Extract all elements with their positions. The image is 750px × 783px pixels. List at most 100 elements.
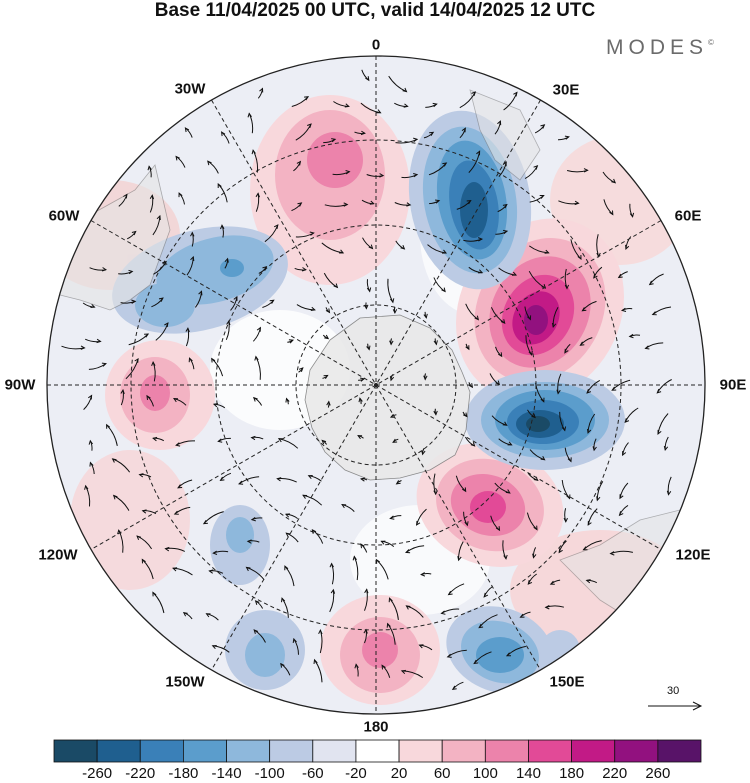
wind-arrow-head <box>89 461 94 467</box>
wind-arrow-head <box>495 526 501 532</box>
wind-arrow-head <box>544 605 550 610</box>
colorbar-swatch <box>355 739 400 763</box>
wind-arrow-head <box>400 245 406 250</box>
wind-arrow-head <box>389 376 395 382</box>
wind-arrow-head <box>184 127 190 133</box>
wind-arrow-head <box>321 439 327 445</box>
wind-arrow-head <box>440 610 446 615</box>
wind-arrow-head <box>173 510 179 515</box>
wind-arrow-head <box>254 355 259 361</box>
wind-arrow-head <box>666 490 672 496</box>
wind-arrow-head <box>483 592 489 598</box>
colorbar-swatch <box>614 739 659 763</box>
wind-arrow-head <box>313 658 318 664</box>
wind-arrow-head <box>464 521 469 527</box>
wind-arrow-head <box>323 374 329 379</box>
wind-arrow-head <box>566 494 571 500</box>
wind-arrow-head <box>233 295 238 301</box>
wind-arrow-head <box>259 87 264 93</box>
wind-arrow-head <box>405 605 411 610</box>
colorbar-tick-label: -260 <box>82 765 113 782</box>
wind-arrow-head <box>205 613 211 618</box>
wind-arrow-head <box>656 388 662 394</box>
wind-arrow-head <box>495 380 501 386</box>
wind-arrow-head <box>581 307 587 312</box>
wind-arrow-head <box>329 562 334 568</box>
wind-arrow-head <box>366 287 372 293</box>
wind-arrow-head <box>112 494 118 500</box>
wind-arrow-head <box>507 441 513 446</box>
wind-arrow-head <box>158 297 164 302</box>
wind-arrow-head <box>447 590 453 596</box>
wind-arrow-head <box>549 580 555 585</box>
wind-arrow-head <box>564 135 570 140</box>
wind-arrow-head <box>247 112 252 118</box>
wind-arrow-head <box>324 334 330 340</box>
wind-arrow-head <box>381 664 386 670</box>
wind-arrow-head <box>190 231 195 237</box>
wind-arrow-head <box>345 170 351 175</box>
wind-arrow-head <box>309 231 315 236</box>
wind-arrow-head <box>136 535 142 540</box>
colorbar-tick-label: 100 <box>472 765 498 782</box>
wind-arrow-head <box>582 546 588 551</box>
wind-arrow-head <box>421 450 426 456</box>
wind-arrow-head <box>252 396 258 402</box>
wind-arrow-head <box>190 255 195 262</box>
wind-arrow-head <box>359 477 366 482</box>
wind-arrow-head <box>254 600 260 605</box>
wind-arrow-head <box>478 269 484 274</box>
wind-arrow-head <box>302 494 308 499</box>
wind-arrow-head <box>217 182 222 188</box>
wind-arrow-head <box>567 457 572 463</box>
wind-arrow-head <box>111 458 117 463</box>
wind-arrow-head <box>331 138 337 143</box>
wind-arrow-head <box>376 109 382 114</box>
wind-arrow-head <box>585 579 591 584</box>
colorbar-swatch <box>312 739 357 763</box>
wind-arrow-head <box>182 612 188 617</box>
wind-arrow-head <box>527 579 533 585</box>
wind-arrow-head <box>388 597 393 603</box>
wind-arrow-head <box>311 528 317 534</box>
wind-arrow-head <box>151 360 156 366</box>
reference-vector-arrow <box>648 701 703 711</box>
wind-arrow-head <box>609 210 614 216</box>
wind-arrow-head <box>609 551 615 556</box>
wind-arrow-head <box>84 484 89 490</box>
wind-arrow-head <box>618 511 624 517</box>
wind-arrow-head <box>364 304 369 310</box>
wind-arrow-head <box>433 410 438 416</box>
colorbar-swatch <box>96 739 141 763</box>
wind-arrow-head <box>284 565 289 571</box>
wind-arrow-head <box>344 103 350 108</box>
colorbar-swatch <box>53 739 98 763</box>
label-30w: 30W <box>174 80 206 98</box>
wind-arrow-head <box>101 362 107 367</box>
wind-arrow-head <box>644 345 650 350</box>
wind-arrow-head <box>172 567 178 572</box>
wind-arrow-head <box>134 357 139 363</box>
wind-arrow-head <box>583 168 589 173</box>
colorbar-tick-label: -140 <box>211 765 242 782</box>
wind-arrow-head <box>497 120 502 126</box>
label-90w: 90W <box>4 376 36 394</box>
wind-arrow-head <box>564 348 569 354</box>
wind-arrow-head <box>533 525 538 531</box>
wind-arrow-head <box>354 663 359 669</box>
wind-arrow-head <box>390 298 395 304</box>
colorbar-tick-label: 220 <box>602 765 628 782</box>
wind-arrow-head <box>435 199 441 204</box>
wind-arrow-head <box>363 628 368 634</box>
wind-arrow-head <box>175 442 181 447</box>
wind-arrow-head <box>188 357 193 363</box>
wind-arrow-head <box>502 229 509 235</box>
wind-arrow-head <box>395 480 401 485</box>
wind-arrow-head <box>208 569 214 574</box>
wind-arrow-head <box>611 386 617 391</box>
wind-arrow-head <box>629 212 635 218</box>
wind-arrow-head <box>503 554 508 560</box>
wind-arrow-head <box>462 487 467 493</box>
